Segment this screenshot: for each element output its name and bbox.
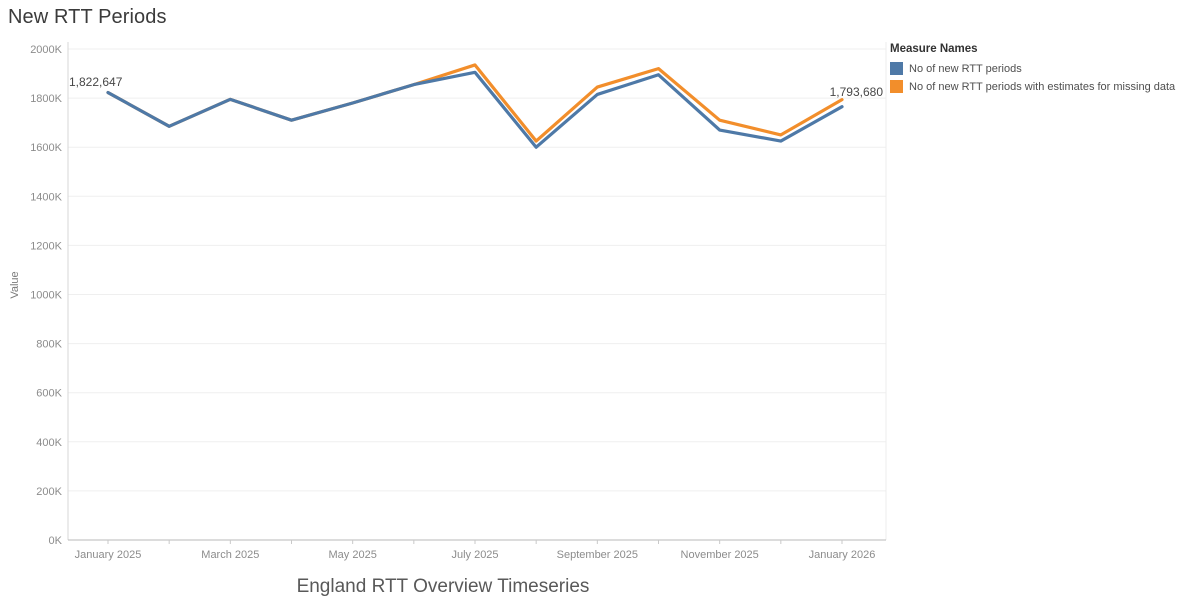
y-tick-label: 1800K bbox=[30, 93, 62, 105]
x-tick-label: March 2025 bbox=[201, 549, 259, 561]
y-tick-label: 400K bbox=[36, 437, 62, 449]
x-tick-label: January 2026 bbox=[809, 549, 876, 561]
legend-item-label: No of new RTT periods bbox=[909, 62, 1022, 75]
y-tick-label: 600K bbox=[36, 388, 62, 400]
data-label-first-point: 1,822,647 bbox=[69, 75, 123, 89]
y-tick-label: 1000K bbox=[30, 290, 62, 302]
x-tick-label: November 2025 bbox=[681, 549, 759, 561]
y-tick-label: 1200K bbox=[30, 240, 62, 252]
y-axis-title: Value bbox=[9, 271, 21, 299]
legend-title: Measure Names bbox=[890, 43, 978, 55]
data-label-last-point: 1,793,680 bbox=[829, 85, 883, 99]
legend-item-rtt-periods[interactable]: No of new RTT periods bbox=[890, 62, 1195, 75]
y-tick-label: 1400K bbox=[30, 191, 62, 203]
page-title: New RTT Periods bbox=[8, 6, 167, 28]
y-tick-label: 1600K bbox=[30, 142, 62, 154]
legend-swatch-blue-icon bbox=[890, 62, 903, 75]
y-tick-label: 0K bbox=[49, 535, 63, 547]
legend-swatch-orange-icon bbox=[890, 80, 903, 93]
series-line-blue[interactable] bbox=[106, 70, 844, 149]
x-tick-label: January 2025 bbox=[75, 549, 142, 561]
legend-item-rtt-periods-estimates[interactable]: No of new RTT periods with estimates for… bbox=[890, 80, 1195, 93]
y-tick-label: 2000K bbox=[30, 44, 62, 56]
legend: Measure Names No of new RTT periods No o… bbox=[890, 43, 1195, 98]
y-tick-label: 800K bbox=[36, 339, 62, 351]
x-tick-label: July 2025 bbox=[451, 549, 498, 561]
chart-subtitle: England RTT Overview Timeseries bbox=[296, 576, 590, 597]
legend-item-label: No of new RTT periods with estimates for… bbox=[909, 80, 1176, 93]
x-tick-label: May 2025 bbox=[329, 549, 377, 561]
x-tick-label: September 2025 bbox=[557, 549, 638, 561]
y-tick-label: 200K bbox=[36, 486, 62, 498]
